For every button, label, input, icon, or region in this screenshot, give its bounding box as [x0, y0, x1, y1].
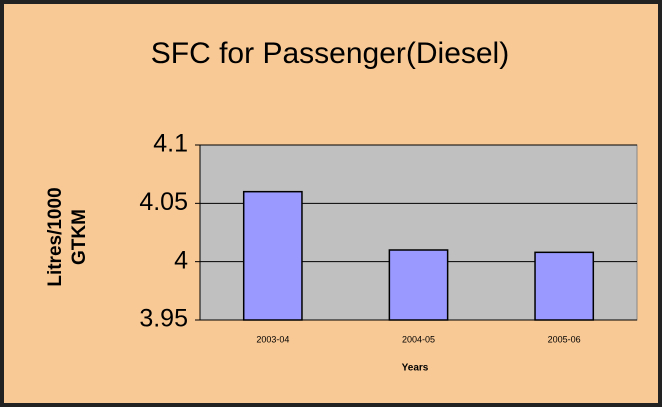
bar	[534, 251, 595, 321]
bar	[242, 190, 303, 321]
y-tick-label: 4	[174, 246, 188, 274]
bar	[388, 249, 449, 321]
x-axis-label: Years	[402, 363, 429, 374]
x-tick-label: 2003-04	[256, 334, 289, 344]
y-tick-label: 4.05	[139, 188, 188, 216]
y-tick-label: 3.95	[139, 305, 188, 333]
x-tick-label: 2005-06	[548, 334, 581, 344]
x-tick-label: 2004-05	[402, 334, 435, 344]
chart-title: SFC for Passenger(Diesel)	[151, 37, 509, 70]
y-axis-label: Litres/1000 GTKM	[45, 187, 90, 287]
y-tick-label: 4.1	[153, 130, 188, 158]
